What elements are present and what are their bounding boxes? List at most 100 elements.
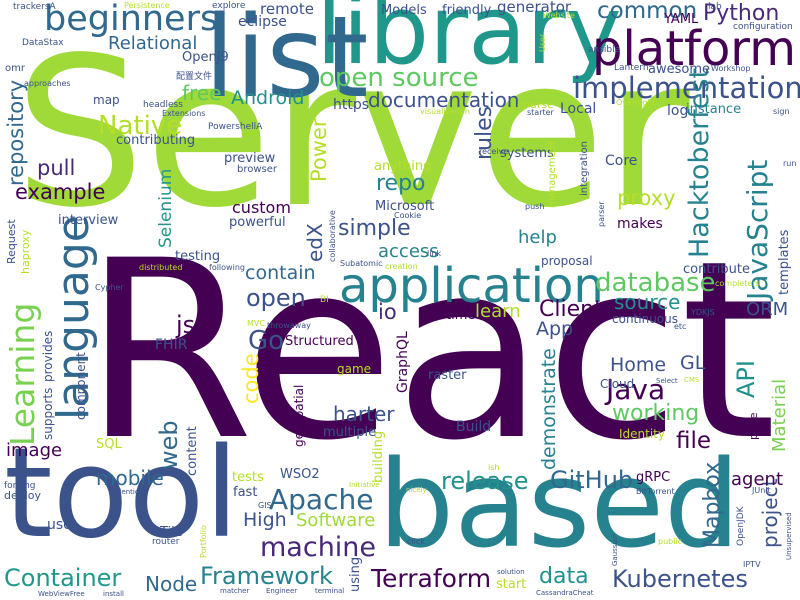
word-component: component: [74, 352, 88, 420]
word-proxy: proxy: [617, 186, 676, 210]
word-push: push: [525, 202, 545, 211]
word-interview: interview: [58, 213, 119, 228]
word-mvc: MVC: [247, 319, 265, 328]
word-ish: ish: [488, 463, 500, 472]
word-generator: generator: [497, 0, 572, 16]
word-https: https: [333, 97, 370, 113]
word-harter: harter: [333, 402, 395, 426]
word-contribute: contribute: [683, 262, 750, 277]
word-image: image: [6, 440, 63, 461]
word-workshop: Workshop: [711, 64, 751, 73]
word-machine: machine: [260, 532, 377, 563]
word-etc: etc: [674, 322, 687, 331]
word-forking: forking: [4, 481, 36, 491]
word-orm: ORM: [746, 299, 789, 320]
word-unsupervised: Unsupervised: [785, 512, 793, 560]
word-following: following: [209, 263, 245, 272]
word-identity: Identity: [619, 427, 665, 441]
word-instance: instance: [686, 102, 742, 117]
word-web: web: [155, 420, 183, 470]
word-remote: remote: [260, 0, 314, 18]
word-example: example: [15, 180, 106, 204]
word-microsoft: Microsoft: [375, 199, 435, 214]
word-headless: headless: [143, 100, 183, 110]
word-anything: anything: [374, 159, 432, 174]
word-cassandracheat: CassandraCheat: [536, 589, 594, 597]
word-overnight: Overnight: [616, 98, 656, 107]
word-python: Python: [703, 1, 780, 26]
word-common: common: [597, 0, 698, 24]
word-router: router: [152, 537, 180, 547]
word-wso2: WSO2: [280, 467, 320, 482]
word-node: Node: [145, 572, 198, 596]
word-file: file: [676, 428, 712, 454]
word-lantern: Lantern: [614, 63, 649, 73]
word-matcher: matcher: [220, 587, 250, 595]
word-powerful: powerful: [229, 215, 286, 230]
word-server: Server: [14, 13, 690, 253]
word-working: working: [612, 401, 700, 426]
word-app: App: [536, 318, 574, 340]
word-sign: sign: [773, 107, 790, 116]
word-proposal: proposal: [541, 254, 593, 268]
word-link: link: [427, 249, 442, 258]
word-demonstrate: demonstrate: [538, 348, 560, 470]
word-completers: completers: [715, 279, 760, 288]
word-click: click: [407, 537, 425, 546]
word-apache: Apache: [269, 483, 374, 516]
word-cloud: Cloud: [600, 377, 635, 391]
word-approaches: approaches: [24, 79, 71, 88]
word-structured: Structured: [285, 334, 354, 349]
word-provides: provides: [41, 330, 55, 382]
word-use: use: [47, 517, 72, 533]
word-power: Power: [307, 118, 331, 183]
word-map: map: [93, 93, 120, 107]
word-initiative: Initiative: [349, 481, 380, 489]
word-engineer: Engineer: [266, 587, 298, 595]
word-awesome: awesome: [648, 62, 710, 77]
word-receive: receive: [479, 147, 509, 156]
word-haproxy: haproxy: [19, 229, 32, 274]
word-tests: tests: [232, 470, 264, 485]
word-android: Android: [231, 87, 305, 109]
word-free: free: [182, 81, 222, 105]
word-user: User: [538, 33, 547, 52]
word-gl: GL: [680, 352, 706, 374]
word-testing: testing: [175, 249, 221, 264]
word-systems: systems: [500, 146, 554, 161]
word-tile: Tile: [160, 525, 183, 540]
word-webviewfree: WebViewFree: [38, 590, 85, 598]
word-yaml: YAML: [664, 12, 699, 27]
word-throwaway: throwaway: [267, 321, 311, 330]
word-java: Java: [606, 373, 666, 406]
word-bittorrent: BitTorrent: [636, 487, 675, 496]
word-source: source: [614, 290, 681, 314]
word-contributing: contributing: [116, 133, 196, 148]
word-terraform: Terraform: [371, 564, 492, 593]
word-github: GitHub: [550, 466, 634, 494]
word-config-zh: 配置文件: [176, 72, 213, 82]
word-repo: repo: [376, 171, 426, 196]
word-eclipse: eclipse: [238, 14, 287, 30]
word-openjdk: OpenJDK: [736, 506, 746, 546]
word-library: library: [316, 0, 622, 86]
word-mobile: mobile: [96, 466, 164, 490]
word-ydkjs: YDKJS: [691, 308, 715, 317]
word-templates: templates: [777, 229, 792, 295]
word-starter: starter: [527, 108, 554, 117]
word-open-source: open source: [319, 63, 479, 93]
word-tool: tool: [4, 422, 239, 566]
word-mapbox: Mapbox: [700, 461, 725, 548]
word-software: Software: [296, 510, 376, 531]
word-pull: pull: [37, 156, 76, 180]
word-go: Go: [248, 326, 285, 356]
word-configuration: configuration: [733, 22, 793, 32]
word-custom: custom: [232, 198, 291, 217]
word-cms: CMS: [684, 376, 700, 384]
word-parser: parser: [597, 201, 606, 227]
word-preview: preview: [224, 151, 276, 166]
word-beginners: beginners: [44, 0, 219, 39]
word-list: list: [204, 0, 369, 123]
word-js: js: [176, 311, 196, 339]
